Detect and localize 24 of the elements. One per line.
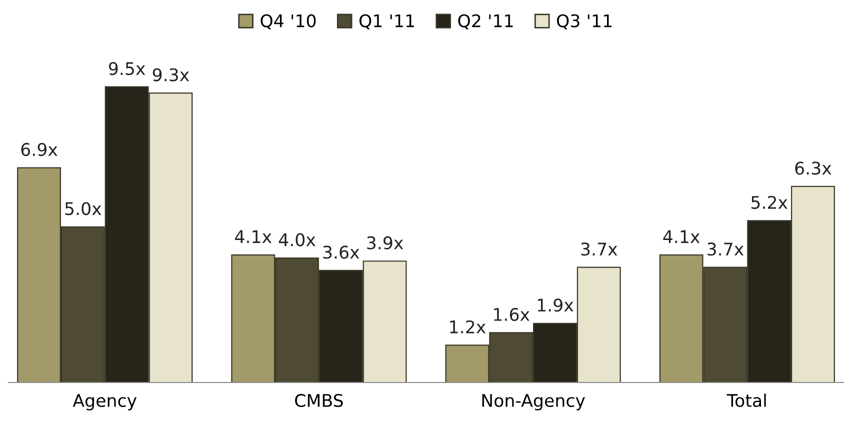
data-label: 4.0x	[278, 233, 316, 246]
data-label: 9.3x	[152, 68, 190, 82]
x-tick-label: Total	[726, 394, 766, 408]
data-label: 1.2x	[450, 320, 486, 334]
data-label: 4.1x	[663, 230, 700, 243]
data-label: 6.9x	[21, 142, 58, 156]
legend-label: Q1 '11	[359, 14, 414, 30]
data-label: 5.0x	[65, 202, 102, 216]
data-label: 4.1x	[235, 230, 272, 243]
data-label: 3.7x	[708, 242, 744, 256]
data-label: 1.6x	[494, 308, 530, 322]
data-label: 6.3x	[795, 162, 832, 175]
x-tick-label: Non-Agency	[482, 394, 585, 410]
data-label: 3.9x	[367, 236, 404, 250]
data-label: 9.5x	[108, 62, 146, 76]
x-tick-label: Agency	[72, 394, 137, 410]
data-label: 3.7x	[581, 242, 618, 256]
legend-label: Q2 '11	[458, 14, 513, 30]
legend-label: Q4 '10	[260, 14, 316, 30]
data-label: 1.9x	[538, 298, 574, 312]
data-label: 5.2x	[751, 196, 788, 209]
data-label: 3.6x	[323, 246, 360, 259]
legend-label: Q3 '11	[556, 14, 612, 30]
x-tick-label: CMBS	[295, 394, 343, 408]
